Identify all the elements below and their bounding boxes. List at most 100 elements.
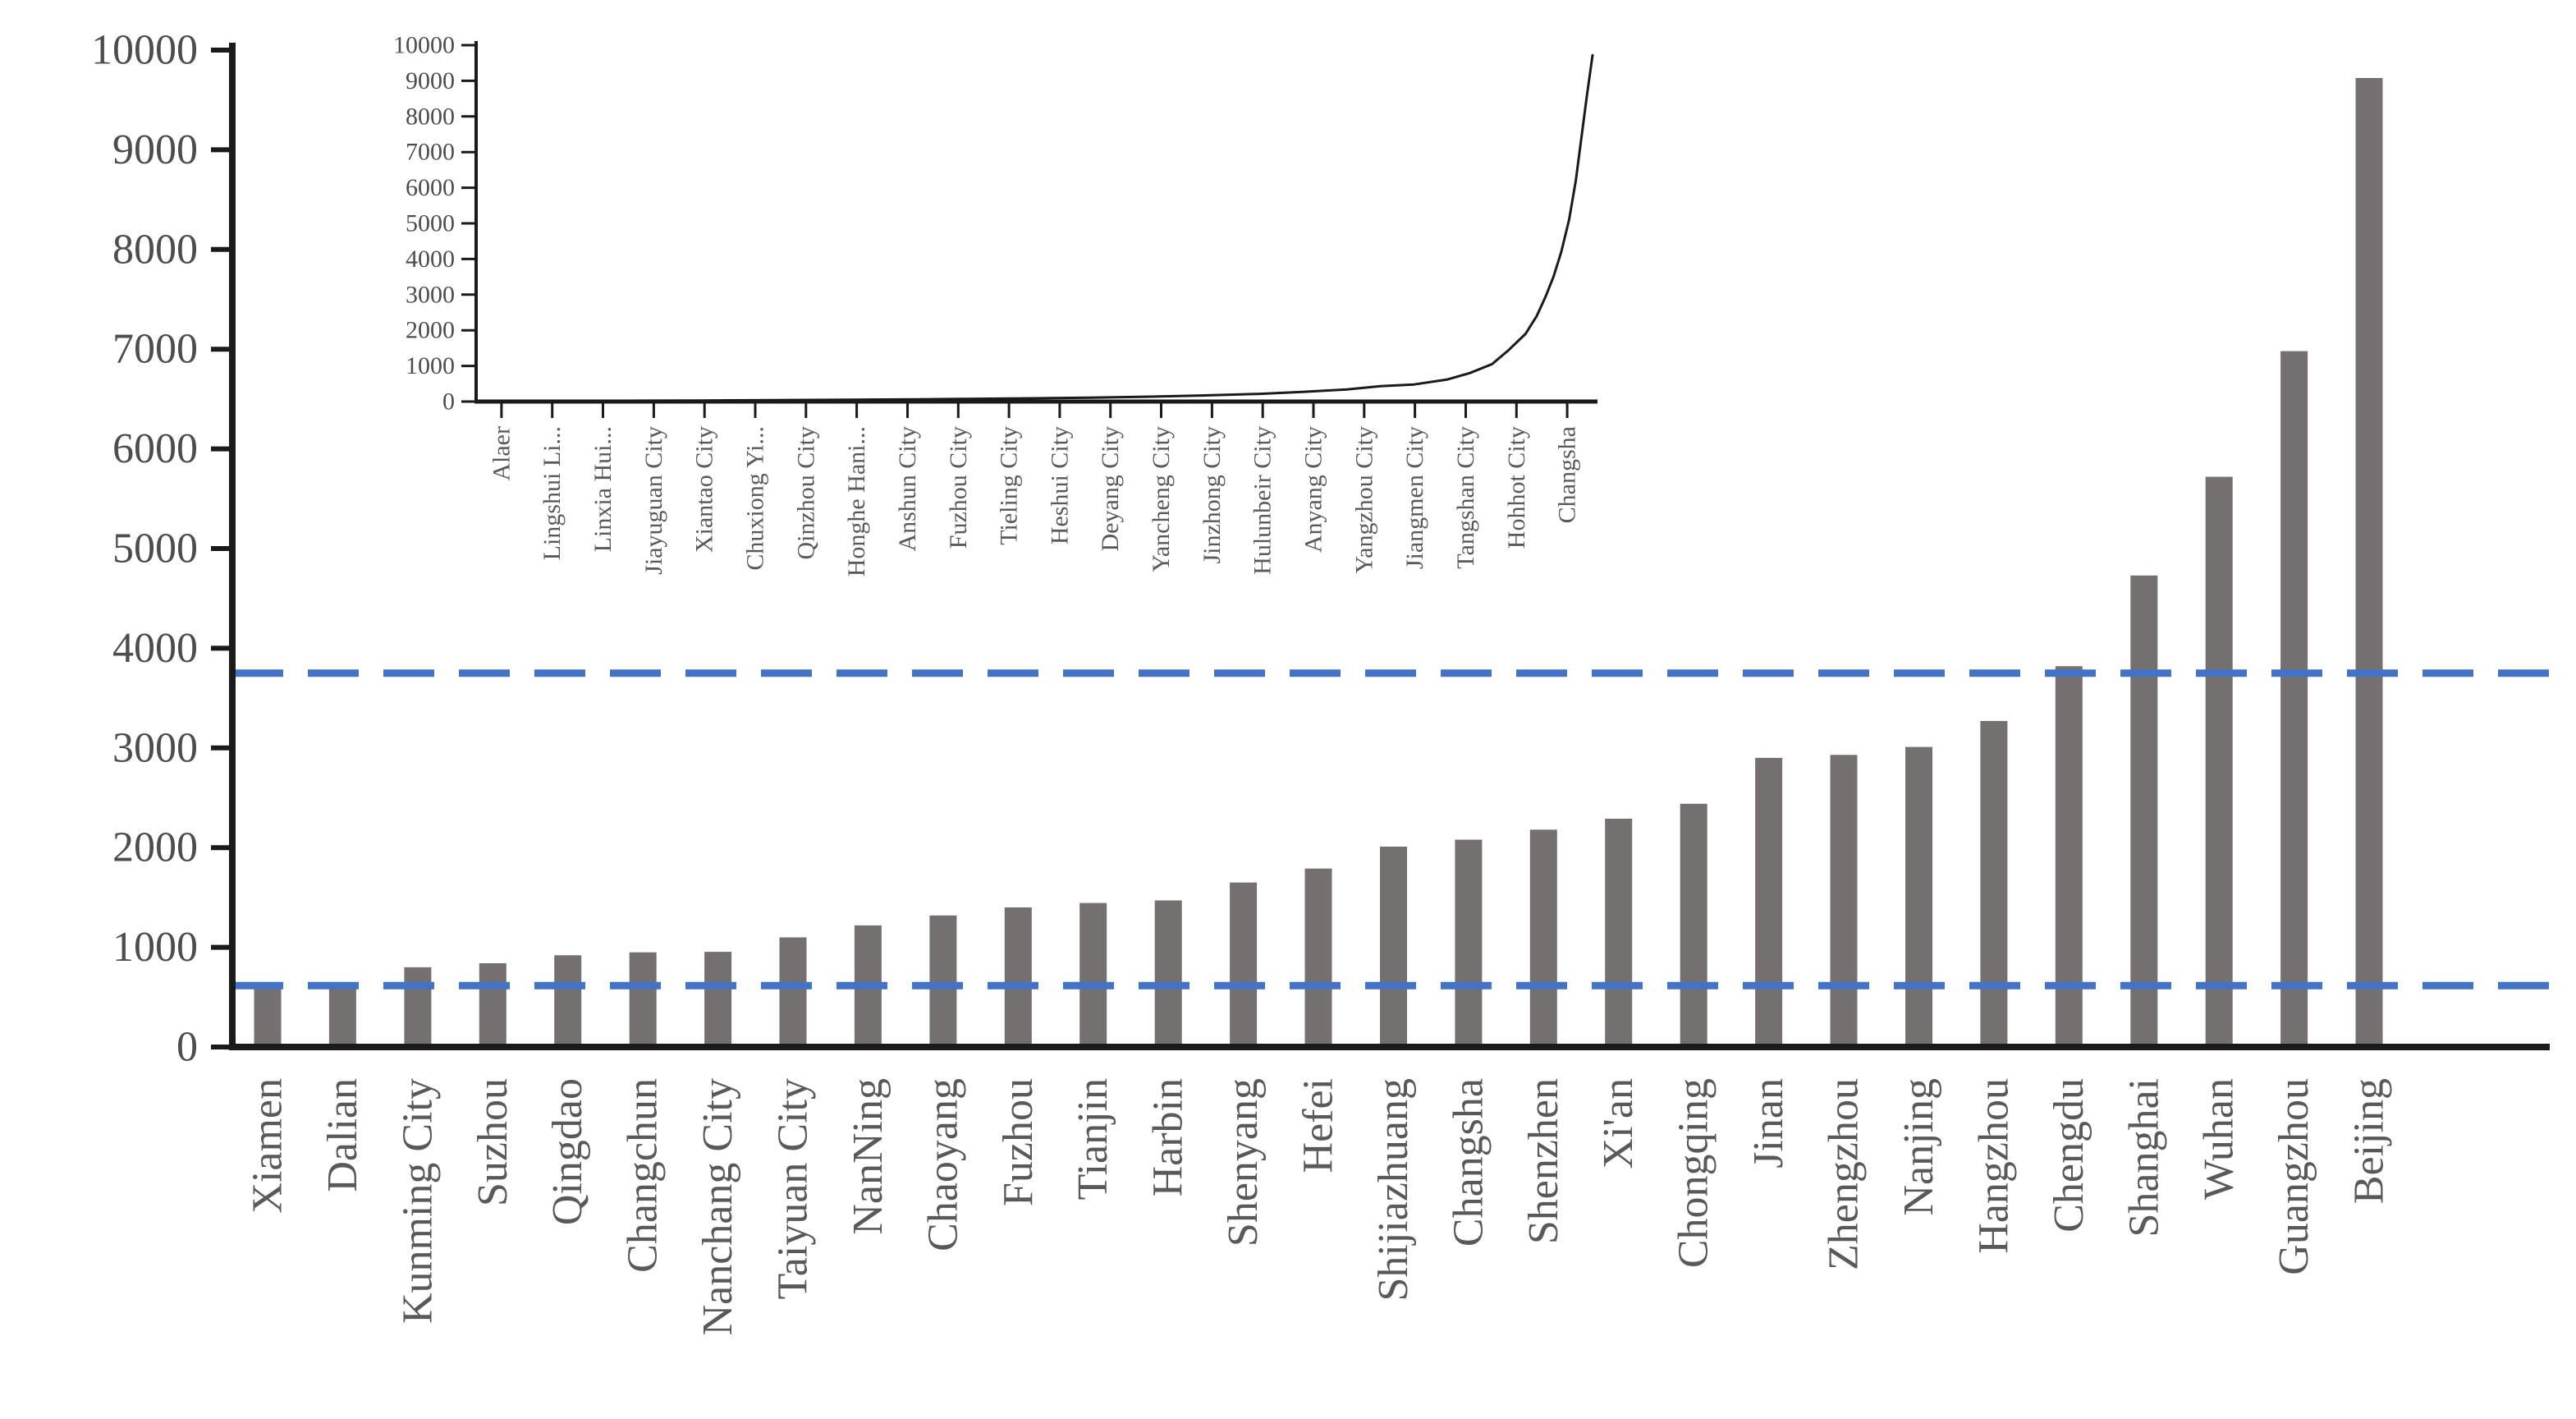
bar-chongqing [1680,803,1707,1047]
main-x-label: Suzhou [470,1078,516,1206]
inset-x-label: Jiangmen City [1401,426,1428,569]
bar-beijing [2355,78,2383,1047]
inset-x-label: Jiayuguan City [640,426,667,575]
main-y-tick-label: 10000 [91,27,198,74]
main-x-label: Qingdao [544,1078,591,1225]
inset-x-label: Fuzhou City [945,426,972,549]
bar-tianjin [1079,902,1107,1047]
inset-x-label: Xiantao City [691,426,718,553]
main-x-label: Changsha [1445,1078,1492,1247]
bar-series [254,78,2383,1048]
bar-hefei [1304,868,1332,1047]
inset-x-label: Alaer [488,426,515,481]
main-y-tick-label: 2000 [112,824,198,871]
main-x-label: Chengdu [2046,1078,2092,1233]
bar-guangzhou [2280,351,2308,1048]
bar-wuhan [2205,476,2233,1047]
bar-shenzhen [1529,829,1557,1047]
main-x-label: Harbin [1145,1078,1192,1196]
main-x-label: Tianjin [1070,1078,1116,1200]
inset-line-chart: 0 1000 2000 3000 4000 5000 6000 7000 8000 9000 100… [393,32,1597,576]
bar-hangzhou [1980,721,2008,1047]
inset-y-tick-label: 2000 [406,317,455,344]
main-x-label: Xi'an [1595,1078,1642,1169]
inset-x-label: Anyang City [1300,426,1327,553]
bar-jinan [1755,757,1783,1047]
bar-suzhou [479,963,506,1047]
main-y-tick-label: 7000 [112,326,198,373]
main-x-label: Shanghai [2120,1078,2167,1238]
main-x-label: Zhengzhou [1821,1078,1868,1270]
main-x-label: Hefei [1295,1078,1342,1173]
main-x-label: Changchun [620,1078,667,1273]
inset-x-label: Tangshan City [1452,426,1479,569]
bar-fuzhou [1004,907,1032,1047]
main-x-label: Taiyuan City [770,1078,817,1299]
main-x-labels: Xiamen Dalian Kunming City Suzhou Qingdao Cha… [245,1078,2393,1335]
bar-changsha [1455,839,1483,1047]
main-x-label: Nanchang City [694,1078,741,1335]
main-y-tick-label: 5000 [112,526,198,572]
inset-x-label: Linxia Hui... [589,426,616,552]
inset-x-label: Changsha [1554,426,1581,523]
main-y-tick-label: 6000 [112,425,198,472]
inset-x-label: Lingshui Li... [539,426,566,560]
main-x-label: Wuhan [2196,1078,2243,1200]
bar-shijiazhuang [1380,847,1407,1047]
main-x-label: Beijing [2346,1078,2393,1204]
main-x-label: Dalian [319,1078,366,1192]
inset-y-tick-label: 9000 [406,67,455,94]
inset-x-label: Hulunbeir City [1249,426,1277,575]
main-x-label: Nanjing [1895,1078,1942,1216]
inset-x-label: Honghe Hani... [843,426,870,576]
bar-chengdu [2055,666,2083,1047]
main-x-label: Guangzhou [2271,1078,2317,1275]
main-y-tick-label: 8000 [112,226,198,273]
bar-dalian [328,983,356,1047]
main-y-tick-label: 3000 [112,724,198,771]
main-axes: 0 1000 2000 3000 4000 5000 6000 7000 8000 9000 100… [91,27,2550,1071]
main-y-tick-label: 9000 [112,126,198,173]
main-y-tick-label: 0 [176,1024,198,1071]
bar-nanjing [1905,746,1932,1047]
main-x-label: Jinan [1745,1078,1792,1169]
inset-y-tick-label: 4000 [406,246,455,273]
bar-nanchang-city [704,952,732,1047]
inset-x-label: Anshun City [894,426,921,552]
inset-x-label: Tieling City [996,426,1023,545]
bar-xi-an [1605,819,1633,1047]
main-x-label: Kunming City [394,1078,441,1324]
main-x-label: NanNing [845,1078,892,1235]
bar-shanghai [2130,575,2158,1047]
bar-qingdao [554,955,582,1047]
inset-y-tick-label: 1000 [406,352,455,379]
inset-y-tick-label: 7000 [406,139,455,166]
main-x-label: Shijiazhuang [1370,1078,1417,1302]
inset-x-label: Yancheng City [1148,426,1175,572]
inset-x-label: Chuxiong Yi... [742,426,769,571]
bar-shenyang [1230,882,1258,1047]
main-y-tick-label: 4000 [112,625,198,672]
inset-x-label: Qinzhou City [792,426,819,560]
inset-y-tick-label: 3000 [406,281,455,308]
main-x-label: Shenyang [1220,1078,1267,1247]
bar-taiyuan-city [779,937,807,1047]
inset-x-label: Heshui City [1046,426,1073,544]
inset-y-tick-label: 0 [442,388,455,416]
inset-y-tick-label: 6000 [406,174,455,201]
bar-zhengzhou [1830,755,1858,1047]
main-bar-chart: 0 1000 2000 3000 4000 5000 6000 7000 8000 9000 100… [91,27,2550,1335]
bar-harbin [1154,900,1182,1047]
main-x-label: Xiamen [245,1078,291,1214]
inset-x-label: Deyang City [1097,426,1124,551]
main-y-tick-label: 1000 [112,924,198,971]
bar-kunming-city [404,967,432,1047]
main-x-label: Chaoyang [919,1078,966,1251]
inset-x-label: Hohhot City [1503,426,1530,549]
bar-chaoyang [929,915,957,1047]
inset-series-line [474,53,1594,403]
main-x-label: Chongqing [1671,1078,1717,1268]
inset-x-label: Jinzhong City [1199,426,1226,564]
